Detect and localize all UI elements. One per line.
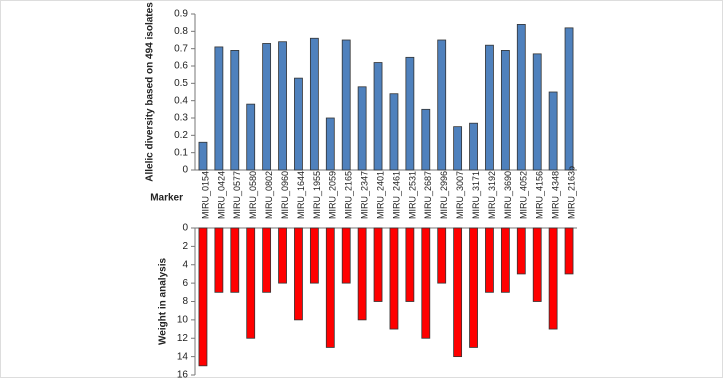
- y-tick-label: 16: [177, 370, 189, 378]
- bar: [532, 227, 542, 302]
- bar: [373, 62, 383, 171]
- y-tick-label: 0: [182, 223, 188, 234]
- x-tick-label: MIRU_0424: [216, 171, 226, 219]
- y-tick-label: 0.4: [174, 95, 188, 106]
- bar: [214, 46, 224, 171]
- bar: [309, 227, 319, 284]
- x-tick-label: MIRU_2996: [439, 171, 449, 219]
- bar: [262, 43, 272, 171]
- x-tick-label: MIRU_0580: [248, 171, 258, 219]
- bar: [262, 227, 272, 293]
- bar: [548, 227, 558, 330]
- x-axis-label: Marker: [150, 193, 183, 204]
- bar: [341, 39, 351, 171]
- bar: [564, 227, 574, 275]
- x-tick-label: MIRU_2163b: [566, 166, 576, 219]
- bar: [516, 227, 526, 275]
- x-tick-label: MIRU_0960: [280, 171, 290, 219]
- x-tick-label: MIRU_1644: [296, 171, 306, 219]
- x-tick-label: MIRU_2461: [391, 171, 401, 219]
- bar: [357, 227, 367, 321]
- bar: [469, 122, 478, 171]
- bar: [421, 227, 431, 339]
- x-tick-label: MIRU_3171: [471, 171, 481, 219]
- x-tick-label: MIRU_2531: [407, 171, 417, 219]
- y-axis-label: Weight in analysis: [158, 258, 169, 345]
- bar: [278, 41, 287, 171]
- bar: [294, 227, 303, 321]
- bar: [548, 91, 558, 171]
- y-tick-label: 10: [177, 315, 189, 326]
- y-tick-label: 14: [177, 351, 189, 362]
- x-tick-label: MIRU_2165: [344, 171, 354, 219]
- bar: [564, 27, 574, 171]
- x-tick-label: MIRU_3192: [487, 171, 497, 219]
- y-tick-label: 0.2: [174, 130, 188, 141]
- x-tick-label: MIRU_4156: [535, 171, 545, 219]
- x-tick-label: MIRU_3007: [455, 171, 465, 219]
- bar: [453, 126, 463, 171]
- bar: [516, 23, 526, 171]
- bar: [389, 227, 399, 330]
- bar: [246, 103, 256, 171]
- bar: [405, 56, 415, 171]
- x-tick-label: MIRU_0577: [232, 171, 242, 219]
- y-axis-label: Allelic diversity based on 494 isolates: [145, 2, 156, 182]
- bar: [341, 227, 351, 284]
- y-tick-label: 0.1: [174, 147, 188, 158]
- bar: [198, 227, 208, 367]
- bar: [230, 50, 240, 171]
- bar: [485, 227, 494, 293]
- bar: [325, 117, 335, 171]
- bar: [214, 227, 224, 293]
- bar: [278, 227, 287, 284]
- y-tick-label: 0.5: [174, 78, 188, 89]
- y-tick-label: 6: [182, 278, 188, 289]
- x-tick-label: MIRU_3690: [503, 171, 513, 219]
- y-tick-label: 8: [182, 296, 188, 307]
- y-tick-label: 0.7: [174, 43, 188, 54]
- x-tick-label: MIRU_0802: [264, 171, 274, 219]
- x-tick-label: MIRU_4052: [519, 171, 529, 219]
- x-tick-label: MIRU_4348: [551, 171, 561, 219]
- y-tick-label: 0.9: [174, 9, 188, 20]
- x-tick-label: MIRU_2687: [423, 171, 433, 219]
- bar: [421, 108, 431, 171]
- y-tick-label: 4: [182, 259, 188, 270]
- bar: [532, 53, 542, 171]
- x-tick-label: MIRU_1955: [312, 171, 322, 219]
- bar: [389, 93, 399, 171]
- bar: [500, 227, 510, 293]
- y-tick-label: 0.8: [174, 26, 188, 37]
- bar: [357, 86, 367, 171]
- y-tick-label: 0: [182, 165, 188, 176]
- x-tick-label: MIRU_2347: [360, 171, 370, 219]
- y-tick-label: 2: [182, 241, 188, 252]
- bar: [500, 50, 510, 171]
- bar: [453, 227, 463, 358]
- bar: [405, 227, 415, 302]
- bar: [246, 227, 256, 339]
- bar: [469, 227, 478, 348]
- bar: [294, 77, 303, 171]
- bar: [373, 227, 383, 302]
- bar: [325, 227, 335, 348]
- bar: [198, 141, 208, 171]
- x-tick-label: MIRU_2059: [328, 171, 338, 219]
- bar: [309, 37, 319, 171]
- x-tick-label: MIRU_2401: [375, 171, 385, 219]
- y-tick-label: 12: [177, 333, 189, 344]
- bar: [230, 227, 240, 293]
- bar: [437, 39, 447, 171]
- bar: [485, 44, 494, 171]
- bar: [437, 227, 447, 284]
- x-tick-label: MIRU_0154: [200, 171, 210, 219]
- y-tick-label: 0.6: [174, 61, 188, 72]
- y-tick-label: 0.3: [174, 113, 188, 124]
